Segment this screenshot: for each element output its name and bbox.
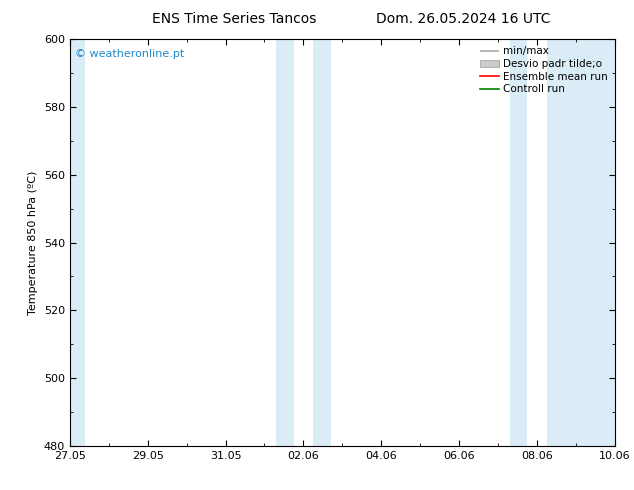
Text: Dom. 26.05.2024 16 UTC: Dom. 26.05.2024 16 UTC (375, 12, 550, 26)
Y-axis label: Temperature 850 hPa (ºC): Temperature 850 hPa (ºC) (28, 171, 38, 315)
Text: © weatheronline.pt: © weatheronline.pt (75, 49, 184, 59)
Bar (66, 39, 86, 446)
Text: ENS Time Series Tancos: ENS Time Series Tancos (152, 12, 317, 26)
Bar (510, 39, 527, 446)
Bar (547, 39, 619, 446)
Legend: min/max, Desvio padr tilde;o, Ensemble mean run, Controll run: min/max, Desvio padr tilde;o, Ensemble m… (478, 45, 610, 97)
Bar (276, 39, 294, 446)
Bar (313, 39, 331, 446)
